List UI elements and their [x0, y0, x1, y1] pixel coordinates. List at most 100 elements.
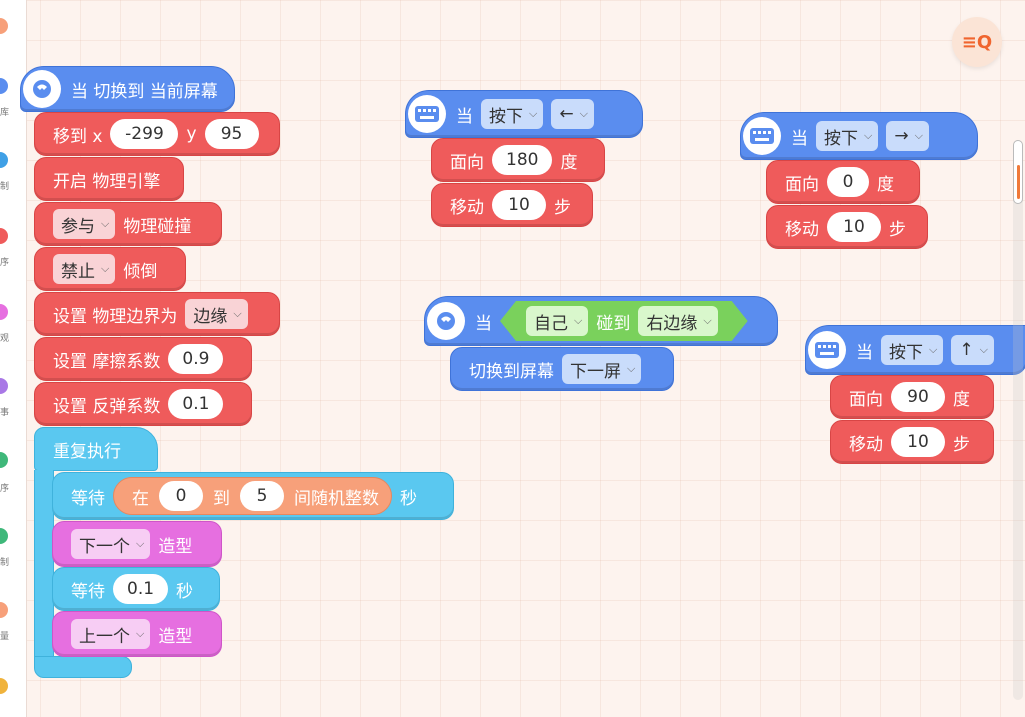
collision-dropdown[interactable]: 参与 ⌵ [53, 209, 116, 239]
steps-input[interactable]: 10 [492, 190, 546, 220]
switch-screen-block[interactable]: 切换到屏幕 下一屏 ⌵ [450, 347, 674, 391]
category-dot-icon[interactable] [0, 18, 8, 34]
boundary-label: 设置 物理边界为 [53, 306, 178, 327]
workspace-scrollbar-thumb[interactable] [1013, 140, 1023, 204]
key-option: ↑ [959, 340, 974, 360]
chevron-down-icon: ⌵ [574, 314, 583, 327]
direction-input[interactable]: 0 [827, 167, 869, 197]
category-dot-icon[interactable] [0, 78, 8, 94]
category-strip: 库 制 序 观 事 序 制 量 [0, 0, 27, 717]
forever-block[interactable]: 重复执行 [34, 427, 158, 471]
subject-dropdown[interactable]: 自己 ⌵ [526, 306, 588, 336]
degree-label: 度 [560, 152, 578, 173]
when-key-pressed-hat[interactable]: 当 按下 ⌵ ↑ ⌵ [805, 325, 1025, 375]
physics-boundary-block[interactable]: 设置 物理边界为 边缘 ⌵ [34, 292, 280, 336]
screen-dropdown[interactable]: 下一屏 ⌵ [562, 354, 642, 384]
steps-input[interactable]: 10 [891, 427, 945, 457]
face-direction-block[interactable]: 面向 0 度 [766, 160, 920, 204]
direction-input[interactable]: 90 [891, 382, 945, 412]
random-suffix-label: 间随机整数 [294, 488, 379, 509]
random-to-label: 到 [213, 488, 230, 509]
key-option: ← [559, 104, 574, 124]
boundary-dropdown[interactable]: 边缘 ⌵ [185, 299, 248, 329]
move-steps-block[interactable]: 移动 10 步 [431, 183, 593, 227]
chevron-down-icon: ⌵ [233, 307, 242, 320]
friction-input[interactable]: 0.9 [168, 344, 224, 374]
when-touching-hat[interactable]: 当 自己 ⌵ 碰到 右边缘 ⌵ [424, 296, 778, 346]
key-dropdown[interactable]: ↑ ⌵ [951, 335, 994, 365]
chevron-down-icon: ⌵ [979, 343, 988, 356]
key-event-option: 按下 [489, 106, 523, 127]
key-dropdown[interactable]: → ⌵ [886, 121, 929, 151]
wait-random-block[interactable]: 等待 在 0 到 5 间随机整数 秒 [52, 472, 454, 520]
screen-icon [427, 302, 465, 340]
tilt-dropdown[interactable]: 禁止 ⌵ [53, 254, 116, 284]
category-dot-icon[interactable] [0, 152, 8, 168]
face-label: 面向 [450, 152, 484, 173]
key-event-dropdown[interactable]: 按下 ⌵ [816, 121, 879, 151]
move-steps-block[interactable]: 移动 10 步 [830, 420, 994, 464]
wait-input[interactable]: 0.1 [113, 574, 169, 604]
wait-block[interactable]: 等待 0.1 秒 [52, 567, 220, 611]
forever-foot [34, 656, 132, 678]
category-dot-icon[interactable] [0, 452, 8, 468]
tilt-block[interactable]: 禁止 ⌵ 倾倒 [34, 247, 186, 291]
costume-dropdown[interactable]: 上一个 ⌵ [71, 619, 151, 649]
touching-condition[interactable]: 自己 ⌵ 碰到 右边缘 ⌵ [500, 301, 748, 341]
y-input[interactable]: 95 [204, 119, 259, 149]
next-costume-block[interactable]: 下一个 ⌵ 造型 [52, 521, 222, 567]
steps-input[interactable]: 10 [827, 212, 881, 242]
screen-option: 下一屏 [570, 361, 621, 382]
move-steps-block[interactable]: 移动 10 步 [766, 205, 928, 249]
bounce-block[interactable]: 设置 反弹系数 0.1 [34, 382, 252, 426]
key-option: → [894, 126, 909, 146]
when-key-pressed-hat[interactable]: 当 按下 ⌵ ← ⌵ [405, 90, 643, 138]
workspace-scrollbar-track[interactable] [1013, 140, 1023, 700]
chevron-down-icon: ⌵ [136, 627, 145, 640]
subject-option: 自己 [534, 313, 568, 334]
face-direction-block[interactable]: 面向 180 度 [431, 138, 605, 182]
chevron-down-icon: ⌵ [136, 537, 145, 550]
bounce-input[interactable]: 0.1 [168, 389, 224, 419]
tilt-option: 禁止 [61, 261, 95, 282]
x-input[interactable]: -299 [110, 119, 179, 149]
category-label: 序 [0, 484, 10, 494]
prev-costume-block[interactable]: 上一个 ⌵ 造型 [52, 611, 222, 657]
costume-label: 造型 [158, 626, 193, 647]
category-dot-icon[interactable] [0, 678, 8, 694]
edge-dropdown[interactable]: 右边缘 ⌵ [638, 306, 717, 336]
move-label: 移动 [450, 197, 484, 218]
random-to-input[interactable]: 5 [240, 481, 284, 511]
collision-label: 物理碰撞 [123, 216, 192, 237]
when-key-pressed-hat[interactable]: 当 按下 ⌵ → ⌵ [740, 112, 978, 160]
friction-block[interactable]: 设置 摩擦系数 0.9 [34, 337, 252, 381]
category-dot-icon[interactable] [0, 228, 8, 244]
key-event-dropdown[interactable]: 按下 ⌵ [481, 99, 544, 129]
random-from-input[interactable]: 0 [159, 481, 203, 511]
screen-icon [23, 70, 61, 108]
block-search-button[interactable]: ≡Q [952, 17, 1002, 67]
category-label: 制 [0, 558, 10, 568]
steps-label: 步 [554, 197, 571, 218]
wait-unit-label: 秒 [176, 581, 194, 602]
direction-input[interactable]: 180 [492, 145, 553, 175]
category-dot-icon[interactable] [0, 528, 8, 544]
when-screen-switched-hat[interactable]: 当 切换到 当前屏幕 [20, 66, 235, 112]
category-dot-icon[interactable] [0, 602, 8, 618]
costume-option: 上一个 [79, 626, 130, 647]
tilt-label: 倾倒 [123, 261, 158, 282]
category-dot-icon[interactable] [0, 304, 8, 320]
keyboard-icon [408, 95, 446, 133]
costume-dropdown[interactable]: 下一个 ⌵ [71, 529, 151, 559]
when-label: 当 [856, 342, 873, 363]
category-dot-icon[interactable] [0, 378, 8, 394]
key-dropdown[interactable]: ← ⌵ [551, 99, 594, 129]
random-number-reporter[interactable]: 在 0 到 5 间随机整数 [113, 477, 392, 515]
key-event-dropdown[interactable]: 按下 ⌵ [881, 335, 944, 365]
boundary-option: 边缘 [193, 306, 228, 327]
hat-label: 当 切换到 当前屏幕 [71, 81, 218, 102]
goto-xy-block[interactable]: 移到 x -299 y 95 [34, 112, 280, 156]
physics-collision-block[interactable]: 参与 ⌵ 物理碰撞 [34, 202, 222, 246]
face-direction-block[interactable]: 面向 90 度 [830, 375, 994, 419]
physics-on-block[interactable]: 开启 物理引擎 [34, 157, 184, 201]
